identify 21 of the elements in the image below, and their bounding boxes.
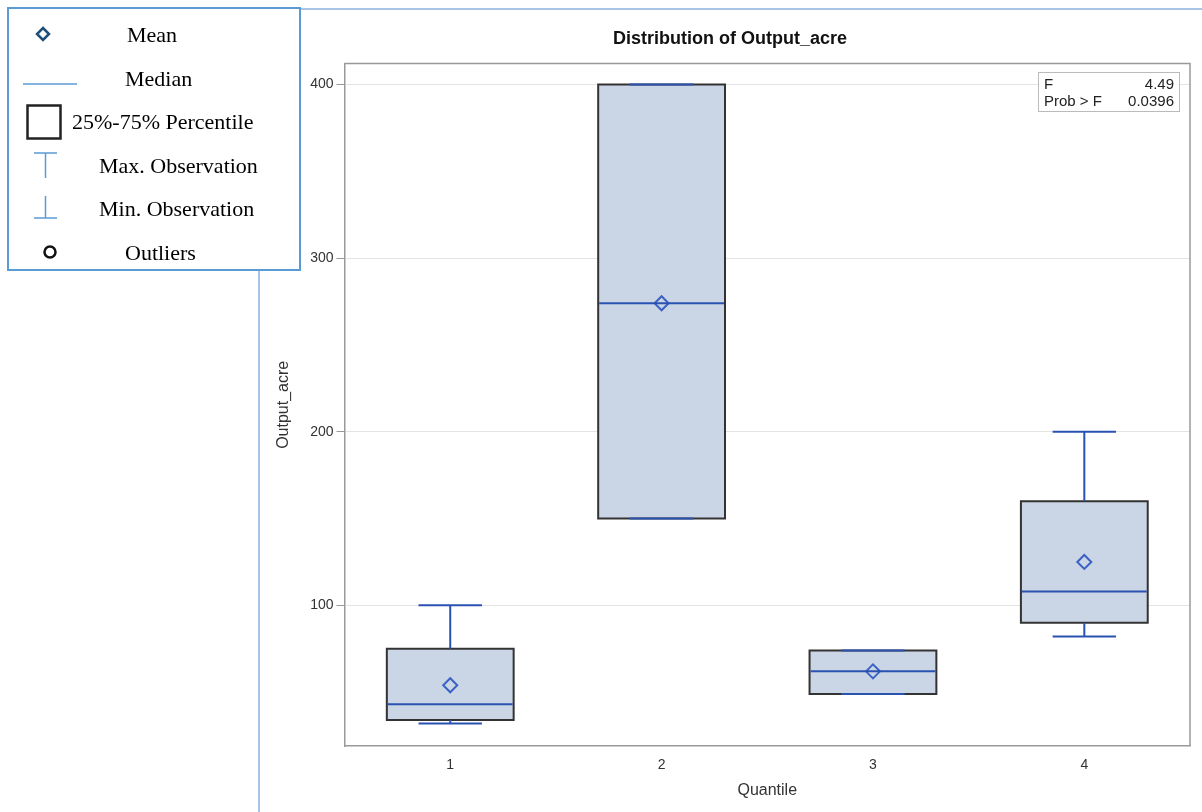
y-axis-title: Output_acre xyxy=(274,360,293,449)
y-tick-label: 400 xyxy=(310,75,334,92)
text: Min. Observation xyxy=(99,196,255,222)
annotation: 4.49 xyxy=(1143,74,1174,92)
x-tick-label: 2 xyxy=(657,756,666,773)
annotation: F xyxy=(1044,74,1055,92)
annotation: 0.0396 xyxy=(1127,91,1174,109)
x-tick-label: 3 xyxy=(869,756,878,773)
text: Mean xyxy=(127,22,178,48)
x-axis-title: Quantile xyxy=(737,780,798,798)
y-tick-label: 300 xyxy=(310,248,334,265)
x-tick-label: 4 xyxy=(1080,756,1089,773)
x-tick-label: 1 xyxy=(446,756,455,773)
text: Max. Observation xyxy=(99,152,258,179)
annotation: Prob > F xyxy=(1044,91,1103,109)
text: 25%-75% Percentile xyxy=(72,109,254,135)
chart-title: Distribution of Output_acre xyxy=(613,27,847,48)
y-tick-label: 100 xyxy=(310,596,334,613)
text: Outliers xyxy=(125,239,196,266)
text: Median xyxy=(125,65,193,92)
y-tick-label: 200 xyxy=(310,422,334,439)
